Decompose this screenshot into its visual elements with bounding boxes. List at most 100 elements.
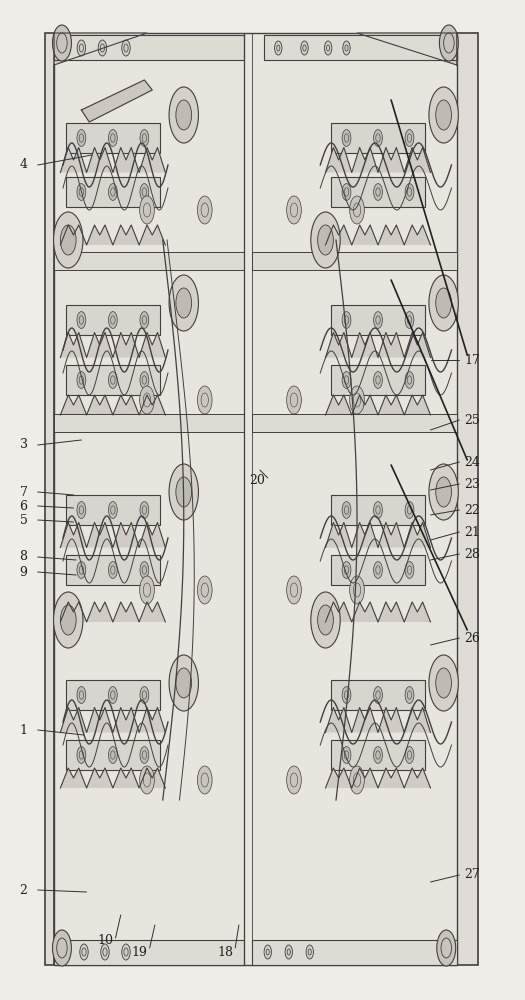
Circle shape (342, 184, 351, 200)
Bar (45, 33, 54, 965)
Circle shape (436, 288, 452, 318)
Circle shape (318, 225, 333, 255)
Polygon shape (326, 602, 430, 622)
Circle shape (436, 668, 452, 698)
Circle shape (52, 930, 71, 966)
Circle shape (122, 40, 130, 56)
Circle shape (437, 930, 456, 966)
Circle shape (342, 562, 351, 578)
Text: 6: 6 (19, 499, 28, 512)
Bar (331, 555, 425, 585)
Circle shape (405, 747, 414, 763)
Text: 21: 21 (465, 526, 480, 538)
Circle shape (77, 184, 86, 200)
Circle shape (405, 562, 414, 578)
Circle shape (324, 41, 332, 55)
Bar (331, 177, 425, 207)
Circle shape (109, 687, 117, 703)
Circle shape (301, 41, 308, 55)
Circle shape (109, 130, 117, 146)
Circle shape (109, 372, 117, 388)
Circle shape (429, 87, 458, 143)
Polygon shape (326, 148, 430, 172)
Circle shape (176, 288, 192, 318)
Circle shape (342, 372, 351, 388)
Circle shape (287, 766, 301, 794)
Text: 24: 24 (465, 456, 480, 468)
Circle shape (436, 100, 452, 130)
Circle shape (350, 766, 364, 794)
Polygon shape (326, 332, 430, 357)
Text: 7: 7 (20, 486, 27, 498)
Circle shape (176, 100, 192, 130)
Text: 10: 10 (97, 934, 113, 946)
Circle shape (405, 312, 414, 328)
Bar (252, 940, 457, 965)
Polygon shape (60, 225, 165, 245)
Bar (66, 305, 160, 335)
Circle shape (109, 747, 117, 763)
Circle shape (374, 184, 382, 200)
Circle shape (342, 130, 351, 146)
Circle shape (140, 562, 149, 578)
Bar (66, 495, 160, 525)
Circle shape (122, 944, 130, 960)
Circle shape (77, 747, 86, 763)
Bar (331, 305, 425, 335)
Polygon shape (60, 395, 165, 415)
Circle shape (169, 87, 198, 143)
Circle shape (342, 747, 351, 763)
Text: 26: 26 (465, 632, 480, 645)
Circle shape (140, 386, 154, 414)
Circle shape (140, 312, 149, 328)
Text: 17: 17 (465, 354, 480, 366)
Circle shape (140, 766, 154, 794)
Bar (54, 940, 244, 965)
Circle shape (287, 196, 301, 224)
Circle shape (374, 687, 382, 703)
Circle shape (342, 502, 351, 518)
Bar (66, 177, 160, 207)
Circle shape (343, 41, 350, 55)
Circle shape (140, 576, 154, 604)
Bar (252, 252, 457, 270)
Circle shape (60, 225, 76, 255)
Polygon shape (326, 768, 430, 788)
Circle shape (318, 605, 333, 635)
Bar (331, 680, 425, 710)
Circle shape (405, 184, 414, 200)
Circle shape (109, 184, 117, 200)
Text: 9: 9 (20, 566, 27, 578)
Polygon shape (60, 332, 165, 357)
Circle shape (140, 372, 149, 388)
Circle shape (429, 275, 458, 331)
Circle shape (374, 502, 382, 518)
Text: 20: 20 (249, 474, 265, 487)
Circle shape (109, 562, 117, 578)
Circle shape (197, 766, 212, 794)
Bar (264, 35, 457, 60)
Circle shape (439, 25, 458, 61)
Circle shape (77, 312, 86, 328)
Circle shape (429, 655, 458, 711)
Circle shape (54, 212, 83, 268)
Circle shape (98, 40, 107, 56)
Circle shape (109, 312, 117, 328)
Text: 1: 1 (19, 724, 28, 736)
Text: 27: 27 (465, 868, 480, 882)
Circle shape (275, 41, 282, 55)
Text: 4: 4 (19, 158, 28, 172)
Polygon shape (60, 602, 165, 622)
Bar (252, 414, 457, 432)
Circle shape (350, 386, 364, 414)
Circle shape (350, 576, 364, 604)
Bar (54, 252, 244, 270)
Circle shape (405, 687, 414, 703)
Circle shape (140, 184, 149, 200)
Circle shape (140, 747, 149, 763)
Circle shape (169, 655, 198, 711)
Text: 5: 5 (20, 514, 27, 526)
Bar (66, 555, 160, 585)
Circle shape (374, 747, 382, 763)
Circle shape (169, 275, 198, 331)
